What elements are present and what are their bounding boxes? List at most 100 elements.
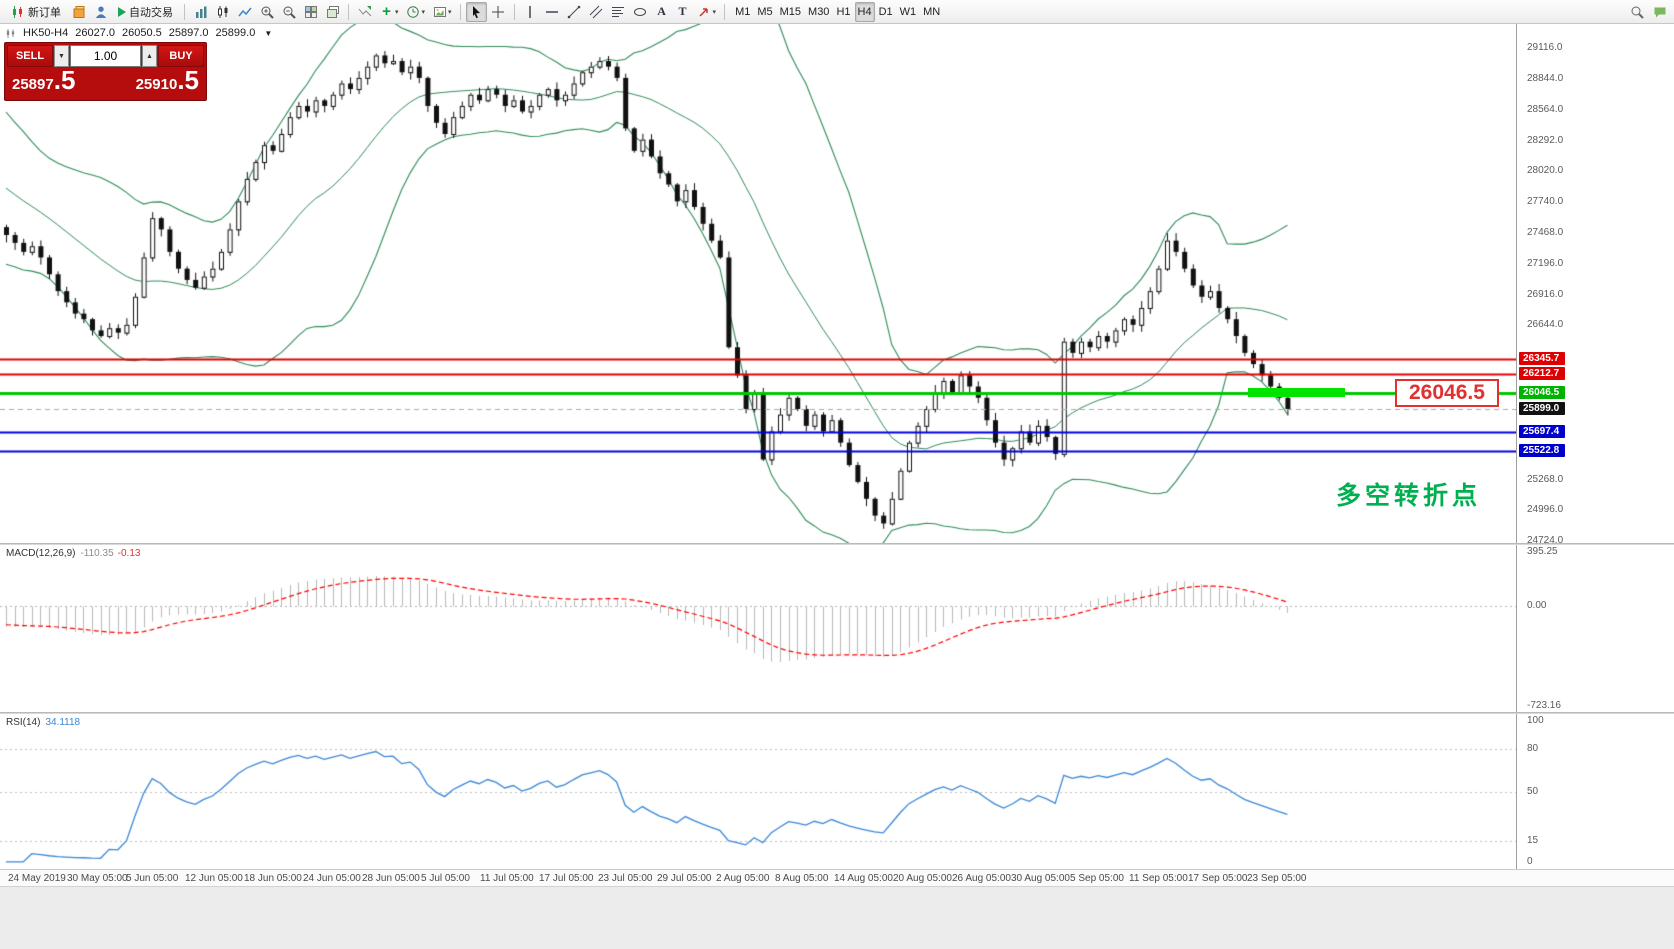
timeframe-H1-button[interactable]: H1 [833,2,853,22]
buy-button[interactable]: BUY [158,45,204,67]
quote-open: 26027.0 [75,27,116,39]
chart-shift-button[interactable] [354,2,375,22]
timeframe-M5-button[interactable]: M5 [754,2,775,22]
arrows-button[interactable]: ▾ [694,2,720,22]
time-axis[interactable]: 24 May 2019 30 May 05:00 5 Jun 05:00 12 Jun… [0,869,1674,886]
tile-windows-button[interactable] [300,2,321,22]
time-axis-label: 30 Aug 05:00 [1011,873,1070,884]
add-indicator-icon: + [382,3,391,20]
time-axis-label: 12 Jun 05:00 [185,873,243,884]
rsi-label: RSI(14) 34.1118 [6,717,81,728]
price-tag-25899.0: 25899.0 [1519,402,1565,416]
search-button[interactable] [1626,2,1647,22]
price-axis-label: 27740.0 [1527,196,1564,208]
periods-button[interactable]: ▾ [403,2,429,22]
price-axis-label: 27468.0 [1527,226,1564,238]
new-order-button[interactable]: 新订单 [4,2,67,22]
toolbar-separator [724,3,726,20]
text-a-icon: A [657,4,666,18]
crosshair-button[interactable] [488,2,509,22]
volume-increase-button[interactable]: ▲ [142,45,157,67]
main-price-axis[interactable]: 29116.0 28844.0 28564.0 28292.0 28020.0 27740… [1516,24,1674,546]
new-order-label: 新订单 [28,6,61,19]
dropdown-caret-icon: ▾ [712,8,717,16]
text-button[interactable]: A [652,2,672,22]
rsi-axis-label: 15 [1527,834,1539,846]
symbol-timeframe-label: HK50-H4 [23,27,69,39]
rsi-canvas[interactable] [0,714,1516,869]
price-tag-25697.4: 25697.4 [1519,424,1565,438]
timeframe-M1-button[interactable]: M1 [732,2,753,22]
fibonacci-button[interactable] [608,2,629,22]
algo-trading-button[interactable]: 自动交易 [112,2,179,22]
zoom-out-button[interactable] [278,2,299,22]
time-axis-label: 14 Aug 05:00 [834,873,893,884]
macd-axis-label: -723.16 [1527,700,1561,712]
accounts-button[interactable] [90,2,111,22]
candlestick-icon [215,4,230,19]
panel-splitter[interactable] [0,712,1674,714]
time-axis-label: 11 Jul 05:00 [480,873,534,884]
volume-decrease-button[interactable]: ▼ [54,45,69,67]
rsi-axis-label: 80 [1527,743,1539,755]
zoom-in-button[interactable] [256,2,277,22]
arrow-object-icon [697,4,712,19]
time-axis-label: 2 Aug 05:00 [716,873,770,884]
timeframe-M15-button[interactable]: M15 [777,2,804,22]
price-axis-label: 28564.0 [1527,103,1564,115]
text-label-button[interactable]: T [673,2,693,22]
toolbar-separator [459,3,461,20]
cascade-windows-button[interactable] [322,2,343,22]
zoom-in-icon [259,4,274,19]
macd-canvas[interactable] [0,545,1516,712]
candle-chart-mode-button[interactable] [212,2,233,22]
chinese-annotation-text[interactable]: 多空转折点 [1336,482,1482,510]
new-order-icon [10,4,25,19]
price-callout-label[interactable]: 26046.5 [1395,378,1499,407]
horizontal-line-icon [545,4,560,19]
horizontal-line-button[interactable] [542,2,563,22]
indicators-button[interactable]: + ▾ [376,2,402,22]
chat-button[interactable] [1649,2,1670,22]
price-axis-label: 26916.0 [1527,288,1564,300]
rsi-axis-label: 0 [1527,855,1533,867]
green-highlight-rectangle[interactable] [1248,388,1345,398]
panel-splitter[interactable] [0,543,1674,545]
timeframe-W1-button[interactable]: W1 [897,2,920,22]
sell-button[interactable]: SELL [7,45,53,67]
bar-chart-mode-button[interactable] [190,2,211,22]
cursor-button[interactable] [465,1,487,22]
one-click-collapse-icon[interactable]: ▼ [264,28,273,38]
volume-input[interactable] [70,45,141,67]
time-axis-label: 23 Sep 05:00 [1247,873,1307,884]
vertical-line-button[interactable] [520,2,541,22]
macd-axis: 395.25 0.00 -723.16 [1516,545,1674,712]
timeframe-H4-button[interactable]: H4 [854,1,875,22]
gold-box-icon [71,4,86,19]
timeframe-MN-button[interactable]: MN [920,2,943,22]
timeframe-D1-button[interactable]: D1 [876,2,896,22]
market-depth-button[interactable] [68,2,89,22]
channel-icon [589,4,604,19]
time-axis-label: 8 Aug 05:00 [775,873,829,884]
line-chart-mode-button[interactable] [234,2,255,22]
trendline-button[interactable] [564,2,585,22]
ellipse-shape-icon [633,4,648,19]
channel-button[interactable] [586,2,607,22]
main-chart-canvas[interactable] [0,24,1516,543]
shapes-button[interactable] [630,2,651,22]
price-tag-26212.7: 26212.7 [1519,366,1565,380]
time-axis-label: 28 Jun 05:00 [362,873,420,884]
time-axis-label: 5 Sep 05:00 [1070,873,1124,884]
toolbar-right-group [1626,2,1670,22]
search-icon [1629,4,1644,19]
price-axis-label: 26644.0 [1527,319,1564,331]
rsi-panel: RSI(14) 34.1118 100 80 50 15 0 [0,714,1674,869]
timeframe-M30-button[interactable]: M30 [805,2,832,22]
templates-button[interactable]: ▾ [429,2,455,22]
one-click-trading-panel: SELL ▼ ▲ BUY 25897.5 25910.5 [4,42,207,101]
trendline-icon [567,4,582,19]
main-toolbar: 新订单 自动交易 [0,0,1674,24]
price-axis-label: 29116.0 [1527,42,1563,54]
